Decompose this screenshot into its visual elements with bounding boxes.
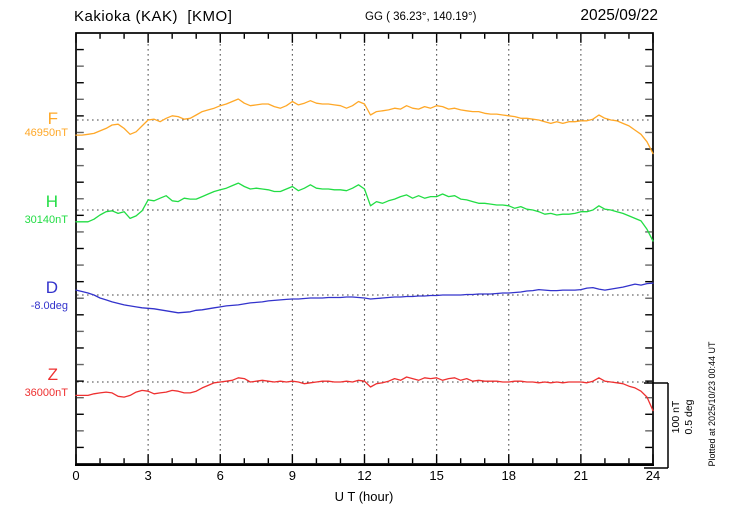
trace-h	[75, 182, 654, 242]
x-tick-label: 6	[216, 468, 224, 483]
x-tick-label: 18	[501, 468, 516, 483]
trace-baseline-value-h: 30140nT	[24, 214, 68, 226]
x-tick-label: 12	[357, 468, 372, 483]
x-tick-label: 24	[645, 468, 661, 483]
scalebar-deg-label: 0.5 deg	[683, 399, 695, 435]
x-axis-title: U T (hour)	[334, 489, 394, 504]
x-axis-tick-labels: 0 3 6 9 12 15 18 21 24	[0, 468, 730, 484]
x-tick-label: 9	[288, 468, 296, 483]
trace-label-z: Z	[47, 365, 58, 384]
x-tick-label: 3	[144, 468, 152, 483]
trace-label-h: H	[45, 192, 58, 211]
trace-f	[75, 98, 654, 155]
trace-baseline-value-f: 46950nT	[24, 127, 68, 139]
trace-baseline-value-d: -8.0deg	[30, 300, 68, 312]
trace-baseline-value-z: 36000nT	[24, 387, 68, 399]
station-title: Kakioka (KAK) [KMO]	[74, 8, 233, 25]
geographic-coordinates-label: GG ( 36.23°, 140.19°)	[365, 11, 477, 23]
x-tick-label: 15	[429, 468, 444, 483]
trace-label-d: D	[45, 278, 58, 297]
x-tick-label: 21	[573, 468, 589, 483]
scalebar-label: 100 nT 0.5 deg	[670, 387, 696, 447]
trace-d	[75, 282, 654, 314]
date-label: 2025/09/22	[580, 7, 658, 24]
x-tick-label: 0	[72, 468, 80, 483]
trace-label-f: F	[47, 109, 58, 128]
scalebar-nt-label: 100 nT	[670, 400, 682, 434]
plotted-at-label: Plotted at 2025/10/23 00:44 UT	[707, 341, 717, 467]
trace-z	[75, 376, 654, 412]
